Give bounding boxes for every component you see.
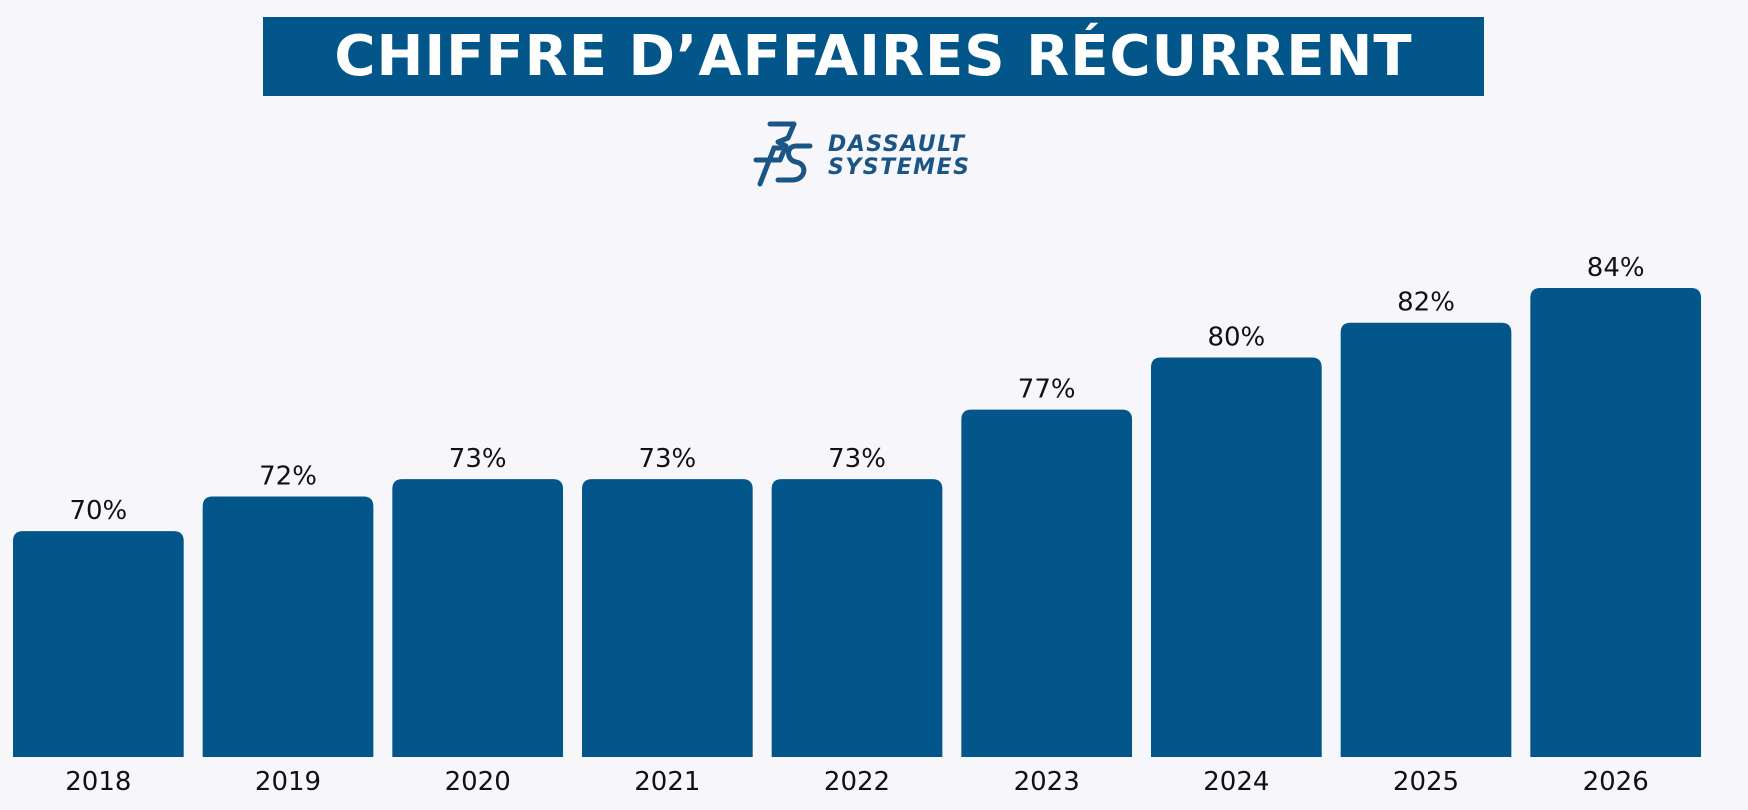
- bar-2018: [13, 531, 184, 757]
- bar-2020: [392, 479, 564, 757]
- bar-value-label: 73%: [449, 444, 507, 474]
- bar-value-label: 72%: [259, 461, 317, 491]
- bar-2025: [1340, 322, 1512, 757]
- bar-value-label: 73%: [828, 444, 886, 474]
- chart-title: CHIFFRE D’AFFAIRES RÉCURRENT: [334, 23, 1413, 89]
- x-tick-label: 2024: [1203, 767, 1269, 797]
- x-tick-label: 2026: [1583, 767, 1649, 797]
- company-logo: DASSAULT SYSTEMES: [748, 118, 978, 190]
- title-banner: CHIFFRE D’AFFAIRES RÉCURRENT: [263, 17, 1484, 96]
- bar-value-label: 77%: [1018, 375, 1076, 405]
- bar-2024: [1151, 357, 1322, 757]
- x-tick-label: 2020: [445, 767, 511, 797]
- bar-value-label: 82%: [1397, 288, 1455, 318]
- logo-wordmark: DASSAULT SYSTEMES: [828, 133, 970, 179]
- bar-value-label: 80%: [1207, 322, 1265, 352]
- x-tick-label: 2019: [255, 767, 321, 797]
- bar-chart: 70% 2018 72% 2019 73% 2020 73% 2021 73% 2022 77% 20…: [13, 253, 1702, 797]
- dassault-3ds-logo-icon: [753, 121, 813, 187]
- bar-2021: [582, 479, 753, 757]
- bar-2023: [961, 409, 1133, 757]
- bar-value-label: 84%: [1587, 253, 1645, 283]
- x-tick-label: 2018: [65, 767, 131, 797]
- bar-2026: [1530, 288, 1702, 757]
- bar-value-label: 70%: [69, 496, 127, 526]
- x-tick-label: 2022: [824, 767, 890, 797]
- x-tick-label: 2021: [634, 767, 700, 797]
- logo-word-systemes: SYSTEMES: [828, 155, 971, 180]
- bar-2019: [202, 496, 374, 757]
- logo-word-dassault: DASSAULT: [828, 132, 966, 157]
- x-tick-label: 2025: [1393, 767, 1459, 797]
- bar-value-label: 73%: [638, 444, 696, 474]
- bar-2022: [771, 479, 943, 757]
- x-tick-label: 2023: [1014, 767, 1080, 797]
